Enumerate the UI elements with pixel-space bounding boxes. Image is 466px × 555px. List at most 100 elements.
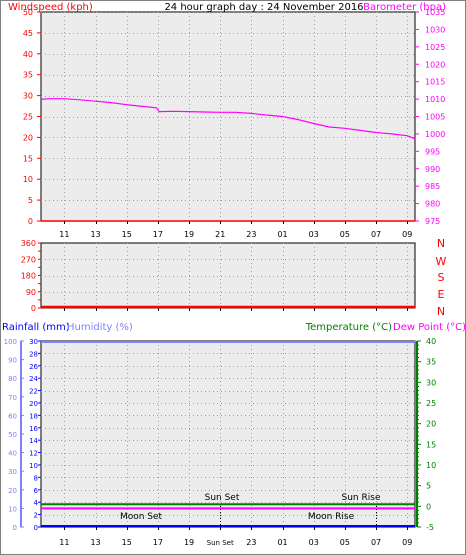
windspeed-barometer-xlabel-7: 01 [277, 230, 287, 239]
humidity-ylabel-2: 20 [8, 487, 17, 495]
barometer-line [40, 98, 416, 140]
windspeed-barometer-xlabel-0: 11 [59, 230, 69, 239]
rain-temp-xlabel-11: 09 [402, 538, 412, 547]
temperature-ylabel-3: 10 [426, 461, 436, 470]
windspeed-ylabel-5: 25 [23, 113, 33, 122]
barometer-ylabel-0: 975 [425, 217, 440, 226]
temperature-ylabel-8: 35 [426, 358, 436, 367]
temperature-ylabel-5: 20 [426, 420, 436, 429]
humidity-ylabel-10: 100 [4, 338, 17, 346]
rainfall-ylabel-0: 0 [34, 524, 38, 532]
rain-humidity-temperature-panel: 0102030405060708090100024681012141618202… [4, 337, 437, 547]
compass-w: W [436, 255, 447, 268]
barometer-ylabel-7: 1010 [425, 95, 445, 104]
temperature-ylabel-6: 25 [426, 399, 436, 408]
rainfall-ylabel-8: 16 [29, 425, 38, 433]
windspeed-ylabel-3: 15 [23, 154, 33, 163]
humidity-ylabel-5: 50 [8, 431, 17, 439]
barometer-ylabel-8: 1015 [425, 78, 445, 87]
direction-ylabel-1: 90 [26, 288, 36, 297]
rain-temp-xlabel-8: 03 [309, 538, 319, 547]
windspeed-barometer-xlabel-3: 17 [153, 230, 163, 239]
wind-direction-panel: 0 90 180 270 360 [21, 239, 416, 313]
temperature-ylabel-2: 5 [426, 482, 431, 491]
temperature-ylabel-4: 15 [426, 440, 436, 449]
temperature-ylabel-9: 40 [426, 337, 436, 346]
windspeed-ylabel-2: 10 [23, 175, 33, 184]
windspeed-ylabel-0: 0 [28, 217, 33, 226]
wind-direction-plot-area [40, 242, 416, 309]
rainfall-ylabel-1: 2 [34, 512, 38, 520]
windspeed-barometer-panel: 0510152025303540455097598098599099510001… [23, 8, 446, 239]
compass-n-top: N [437, 237, 445, 250]
temperature-ylabel-0: -5 [426, 523, 434, 532]
windspeed-barometer-xlabel-11: 09 [402, 230, 412, 239]
temperature-ylabel-1: 0 [426, 502, 431, 511]
humidity-ylabel-9: 90 [8, 357, 17, 365]
graph-title: 24 hour graph day : 24 November 2016 [164, 2, 363, 13]
sun-rise-label: Sun Rise [342, 493, 381, 503]
rainfall-ylabel-9: 18 [29, 412, 38, 420]
rain-temp-xlabel-6: 23 [246, 538, 256, 547]
barometer-ylabel-3: 990 [425, 165, 440, 174]
rainfall-ylabel-14: 28 [29, 350, 38, 358]
rainfall-axis-title: Rainfall (mm) [2, 322, 70, 333]
rainfall-ylabel-5: 10 [29, 462, 38, 470]
direction-ylabel-3: 270 [21, 255, 36, 264]
barometer-ylabel-4: 995 [425, 147, 440, 156]
windspeed-barometer-plot-area [40, 11, 416, 222]
barometer-ylabel-9: 1020 [425, 60, 445, 69]
compass-n-bottom: N [437, 305, 445, 318]
rainfall-ylabel-3: 6 [34, 487, 39, 495]
windspeed-barometer-xlabel-9: 05 [340, 230, 350, 239]
windspeed-ylabel-4: 20 [23, 133, 33, 142]
rainfall-ylabel-4: 8 [34, 474, 38, 482]
barometer-ylabel-5: 1000 [425, 130, 445, 139]
rain-temp-xlabel-5: Sun Set [207, 539, 234, 547]
barometer-axis-title: Barometer (hpa) [363, 2, 446, 13]
windspeed-ylabel-6: 30 [23, 92, 33, 101]
rainfall-ylabel-10: 20 [29, 400, 38, 408]
barometer-ylabel-10: 1025 [425, 43, 445, 52]
rainfall-ylabel-6: 12 [29, 450, 38, 458]
humidity-ylabel-8: 80 [8, 375, 17, 383]
barometer-ylabel-11: 1030 [425, 25, 445, 34]
sun-set-label: Sun Set [205, 493, 240, 503]
windspeed-axis-title: Windspeed (kph) [8, 2, 93, 13]
windspeed-ylabel-7: 35 [23, 71, 33, 80]
temperature-ylabel-7: 30 [426, 378, 436, 387]
humidity-ylabel-0: 0 [13, 524, 17, 532]
windspeed-barometer-xlabel-4: 19 [184, 230, 194, 239]
windspeed-barometer-xlabel-5: 21 [215, 230, 225, 239]
rainfall-ylabel-11: 22 [29, 388, 38, 396]
humidity-ylabel-7: 70 [8, 394, 17, 402]
rain-temp-xlabel-10: 07 [371, 538, 381, 547]
humidity-ylabel-3: 30 [8, 468, 17, 476]
rainfall-ylabel-12: 24 [29, 375, 38, 383]
rain-temp-xlabel-2: 15 [122, 538, 132, 547]
direction-ylabel-4: 360 [21, 239, 36, 248]
direction-ylabel-2: 180 [21, 272, 36, 281]
rain-temp-xlabel-0: 11 [59, 538, 69, 547]
moon-set-label: Moon Set [120, 512, 163, 522]
rainfall-ylabel-15: 30 [29, 338, 38, 346]
barometer-ylabel-12: 1035 [425, 8, 445, 17]
rain-temp-xlabel-9: 05 [340, 538, 350, 547]
humidity-ylabel-4: 40 [8, 450, 17, 458]
rain-temp-xlabel-3: 17 [153, 538, 163, 547]
windspeed-ylabel-10: 50 [23, 8, 33, 17]
windspeed-barometer-xlabel-10: 07 [371, 230, 381, 239]
barometer-ylabel-1: 980 [425, 200, 440, 209]
windspeed-barometer-xlabel-2: 15 [122, 230, 132, 239]
barometer-ylabel-6: 1005 [425, 113, 445, 122]
windspeed-ylabel-8: 40 [23, 50, 33, 59]
temperature-axis-title: Temperature (°C) [305, 322, 392, 333]
rainfall-ylabel-2: 4 [34, 499, 39, 507]
rain-temp-xlabel-7: 01 [277, 538, 287, 547]
humidity-ylabel-6: 60 [8, 412, 17, 420]
rainfall-ylabel-7: 14 [29, 437, 38, 445]
humidity-ylabel-1: 10 [8, 505, 17, 513]
barometer-ylabel-2: 985 [425, 182, 440, 191]
windspeed-barometer-xlabel-6: 23 [246, 230, 256, 239]
